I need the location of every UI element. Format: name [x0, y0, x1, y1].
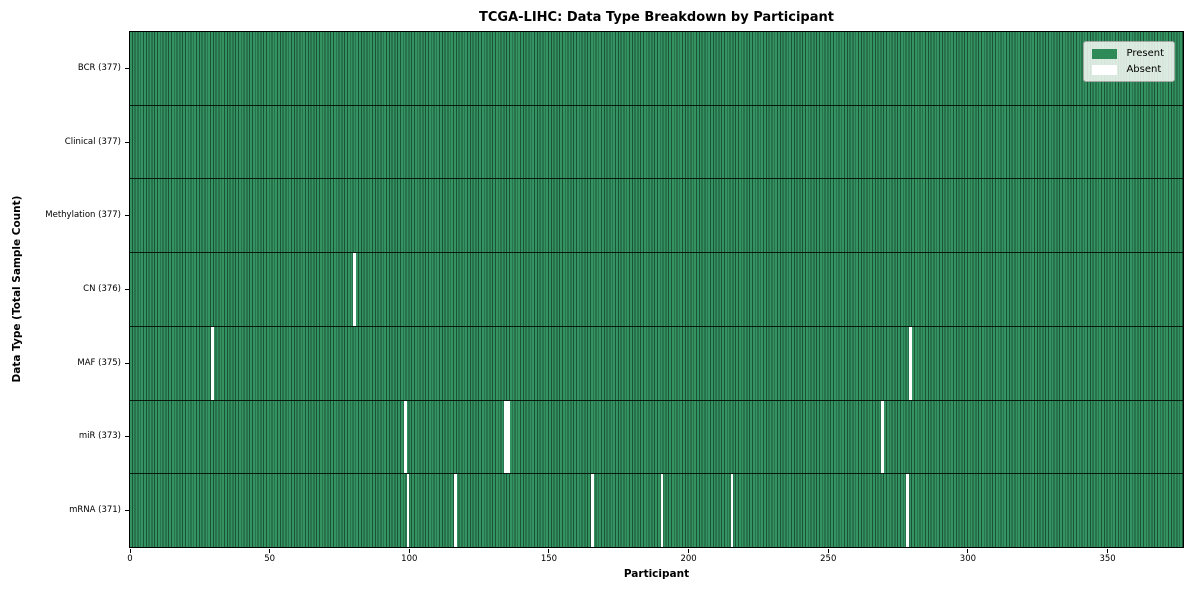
legend-label-absent: Absent	[1126, 64, 1162, 75]
absent-cell	[504, 400, 508, 474]
absent-cell	[406, 474, 410, 548]
legend-label-present: Present	[1126, 48, 1164, 59]
y-tick-label: CN (376)	[83, 284, 121, 294]
x-tick-mark	[129, 548, 131, 553]
legend-swatch-absent-icon	[1092, 64, 1118, 75]
x-axis-label: Participant	[623, 568, 690, 580]
legend: Present Absent	[1083, 41, 1175, 82]
y-tick-label: mRNA (371)	[69, 504, 121, 515]
x-tick-mark	[1107, 548, 1109, 553]
y-tick-mark	[125, 141, 129, 143]
absent-cell	[881, 400, 885, 474]
x-tick-mark	[408, 548, 410, 553]
x-tick-label: 150	[540, 554, 558, 564]
x-tick-label: 50	[264, 554, 276, 564]
absent-cell	[660, 474, 664, 548]
x-tick-mark	[688, 548, 690, 553]
x-tick-label: 350	[1099, 554, 1116, 564]
absent-cell	[507, 400, 510, 474]
absent-cell	[454, 474, 457, 548]
y-tick-mark	[125, 509, 129, 511]
heatmap-row-bcr	[130, 32, 1183, 106]
x-tick-mark	[827, 548, 829, 553]
heatmap-row-maf	[130, 326, 1183, 401]
heatmap-row-mrna	[130, 474, 1183, 548]
absent-cell	[909, 326, 913, 400]
absent-cell	[906, 474, 910, 548]
x-tick-label: 300	[959, 554, 977, 564]
y-tick-label: MAF (375)	[77, 357, 121, 368]
absent-cell	[730, 474, 734, 548]
heatmap-row-methylation	[130, 179, 1183, 254]
y-tick-label: Clinical (377)	[64, 136, 121, 147]
legend-item-absent: Absent	[1092, 64, 1164, 75]
y-tick-label: BCR (377)	[77, 63, 121, 74]
absent-cell	[590, 474, 594, 548]
x-tick-label: 250	[820, 554, 837, 564]
y-tick-mark	[125, 436, 129, 438]
y-tick-label: miR (373)	[78, 431, 121, 442]
y-tick-mark	[125, 215, 129, 217]
heatmap-row-mir	[130, 400, 1183, 475]
absent-cell	[211, 326, 214, 400]
legend-item-present: Present	[1092, 48, 1164, 59]
chart-title: TCGA-LIHC: Data Type Breakdown by Partic…	[479, 10, 834, 25]
heatmap-row-clinical	[130, 105, 1183, 180]
y-tick-mark	[125, 362, 129, 364]
y-tick-mark	[125, 289, 129, 290]
absent-cell	[353, 253, 357, 326]
x-tick-mark	[967, 548, 969, 553]
heatmap-plot-area	[129, 31, 1184, 548]
x-tick-label: 100	[401, 554, 418, 564]
x-tick-mark	[269, 548, 271, 553]
y-tick-label: Methylation (377)	[45, 210, 121, 221]
absent-cell	[403, 400, 407, 474]
x-tick-label: 200	[680, 554, 697, 564]
x-tick-label: 0	[127, 554, 133, 564]
y-tick-mark	[125, 68, 129, 70]
x-tick-mark	[548, 548, 550, 553]
legend-swatch-present-icon	[1092, 48, 1118, 59]
heatmap-row-cn	[130, 253, 1183, 327]
